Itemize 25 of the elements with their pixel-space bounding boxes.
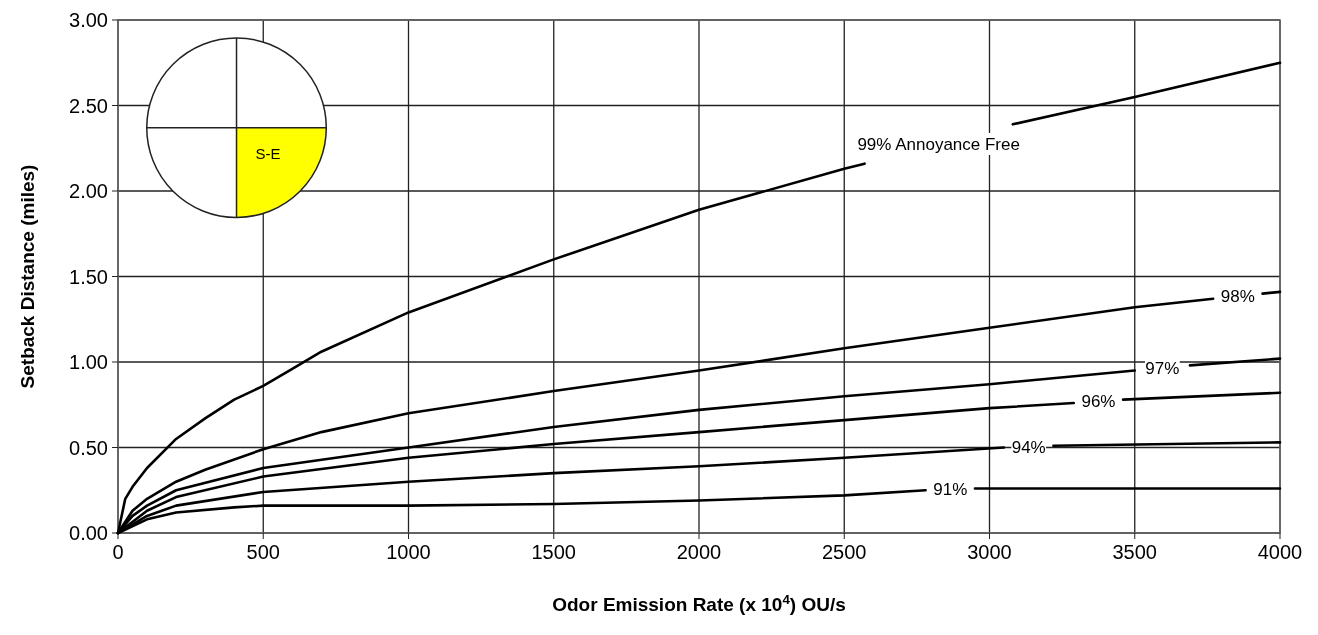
x-tick-label: 500 [246, 541, 280, 563]
y-tick-label: 2.50 [69, 94, 108, 117]
y-tick-label: 0.50 [69, 436, 108, 459]
x-tick-label: 3000 [967, 541, 1012, 563]
series-label: 91% [933, 480, 968, 500]
x-tick-label: 4000 [1257, 541, 1303, 563]
y-tick-label: 3.00 [69, 9, 108, 31]
y-tick-label: 1.00 [69, 351, 108, 373]
x-tick-label: 1500 [531, 541, 576, 563]
x-tick-label: 2000 [676, 541, 722, 563]
x-axis-title: Odor Emission Rate (x 10$^{4}$) OU/s [552, 591, 846, 615]
series-label: 97% [1145, 358, 1180, 378]
y-tick-label: 1.50 [69, 265, 108, 288]
series-label: 96% [1081, 392, 1116, 412]
x-tick-label: 2500 [822, 541, 867, 563]
annotation: S-E [255, 145, 281, 163]
x-tick-label: 0 [112, 541, 124, 563]
series-label: 98% [1220, 287, 1255, 307]
x-tick-label: 1000 [386, 541, 431, 563]
series-label: 94% [1011, 437, 1046, 457]
series-label: 99% Annoyance Free [857, 134, 1020, 154]
y-axis-title: Setback Distance (miles) [17, 164, 38, 389]
y-tick-label: 2.00 [69, 180, 108, 202]
y-tick-label: 0.00 [69, 522, 108, 544]
x-tick-label: 3500 [1112, 541, 1157, 563]
